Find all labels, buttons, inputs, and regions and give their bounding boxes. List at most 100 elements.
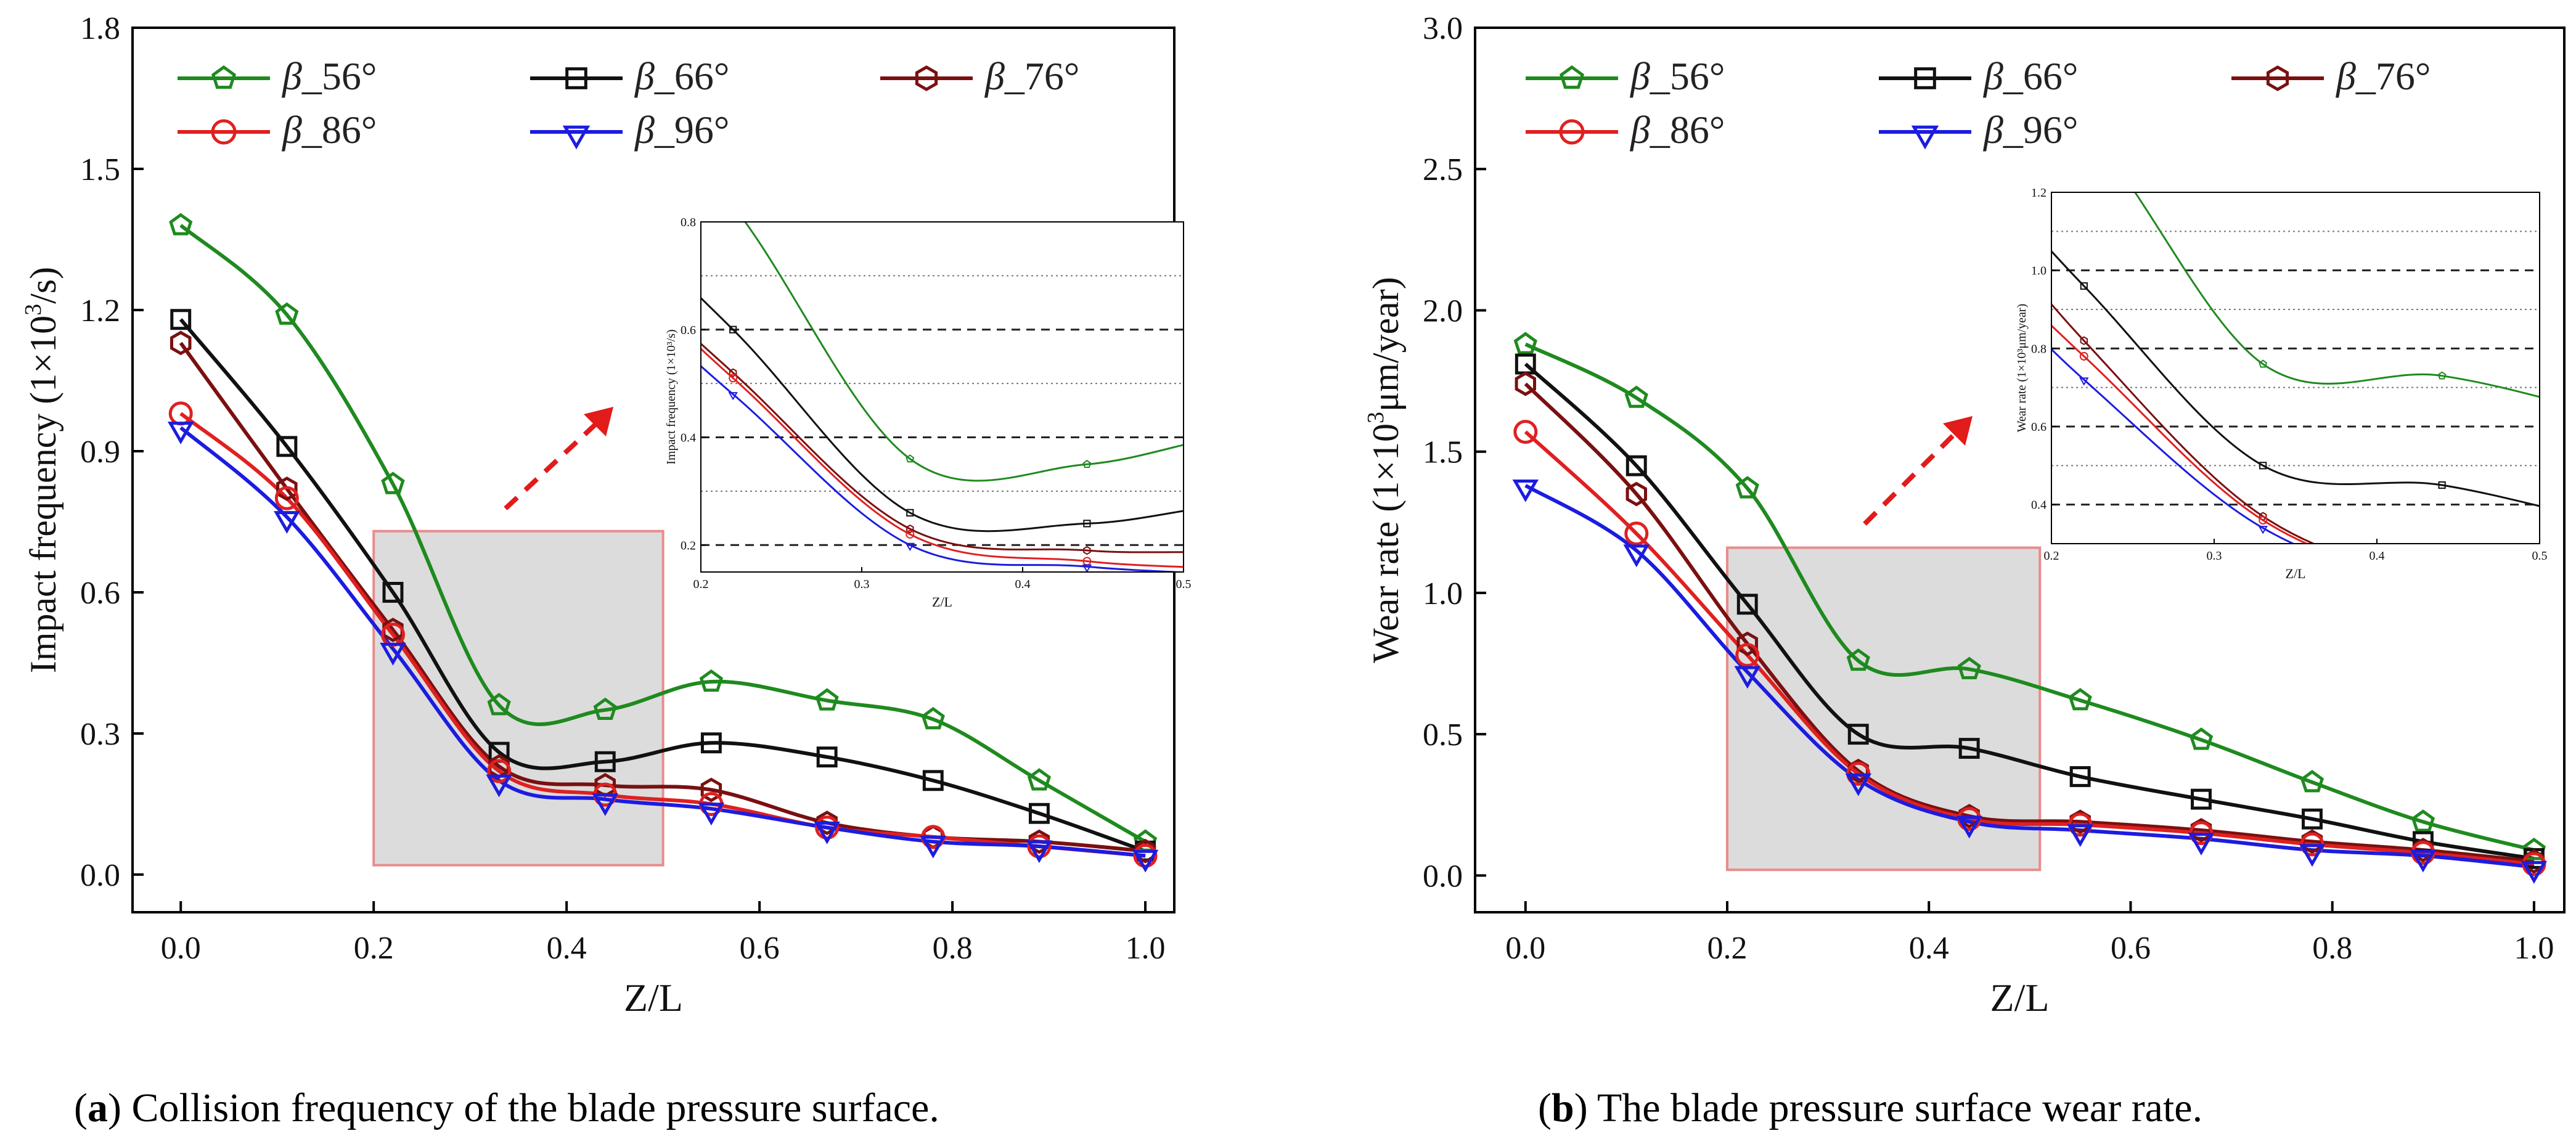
data-point — [594, 751, 616, 772]
chart-panel-a: 0.0 0.2 0.4 0.6 0.8 1.0 0.0 0.3 0.6 0.9 1.2 1.5 1.8 Z… — [20, 11, 1192, 1019]
inset-background — [701, 222, 1184, 572]
legend-label: β_86° — [281, 108, 377, 152]
legend-label: β_66° — [1982, 54, 2078, 98]
y-tick-label: 1.2 — [80, 293, 120, 329]
data-point — [815, 688, 839, 711]
zoom-region — [1726, 546, 2042, 872]
x-tick-label: 0.0 — [161, 931, 201, 966]
data-point — [1133, 843, 1158, 868]
data-point — [921, 706, 945, 730]
data-point — [593, 697, 617, 720]
inset-y-axis-label: Wear rate (1×10³μm/year) — [2015, 304, 2029, 433]
legend-label: β_66° — [634, 54, 729, 98]
data-point — [2411, 809, 2435, 832]
legend-label-beta: β — [281, 54, 302, 98]
inset-x-tick-label: 0.2 — [2044, 549, 2059, 563]
inset-x-tick-label: 0.5 — [2532, 549, 2548, 563]
inset-data-point — [2259, 516, 2268, 525]
inset-data-point — [1083, 545, 1091, 555]
data-point — [1513, 332, 1537, 354]
data-point — [1512, 480, 1539, 502]
series-line-0 — [1524, 342, 2535, 852]
data-point — [1624, 521, 1649, 546]
inset-frame — [700, 221, 1184, 573]
inset-data-point — [2439, 579, 2446, 586]
inset-data-point — [2439, 585, 2446, 591]
series-line-0 — [179, 224, 1147, 844]
inset-y-tick-label: 0.4 — [681, 431, 696, 445]
legend-label-beta: β — [2335, 54, 2356, 98]
data-point — [1736, 631, 1758, 656]
data-point — [2299, 844, 2326, 867]
caption-a-letter: a — [87, 1085, 108, 1130]
data-point — [2067, 824, 2093, 848]
y-axis-label-suffix: μm/year) — [1365, 277, 1406, 412]
inset-data-point — [2438, 481, 2446, 489]
inset-data-point — [906, 454, 915, 463]
zoom-arrow-head — [584, 407, 613, 436]
data-point — [816, 811, 838, 835]
data-point — [1847, 724, 1869, 745]
data-point — [2190, 818, 2212, 843]
legend-marker — [562, 125, 591, 150]
inset-chart: 0.2 0.3 0.4 0.5 0.2 0.4 0.6 0.8 Z/L Impact freque… — [664, 216, 1192, 610]
series-line-1 — [179, 318, 1147, 853]
y-tick-label: 3.0 — [1423, 11, 1463, 46]
series-line-2 — [1524, 382, 2535, 864]
data-point — [2302, 808, 2323, 830]
data-point — [700, 732, 722, 754]
data-point — [1134, 838, 1156, 864]
zoom-region — [372, 529, 664, 867]
inset-series-line-4 — [701, 365, 1184, 572]
data-point — [2068, 688, 2092, 711]
data-point — [2523, 849, 2545, 874]
y-tick-label: 0.0 — [80, 858, 120, 893]
caption-b-text: The blade pressure surface wear rate. — [1587, 1085, 2203, 1130]
y-axis-label-sup: 3 — [20, 304, 46, 316]
inset-data-point — [906, 529, 915, 539]
data-point — [2410, 849, 2437, 873]
inset-y-tick-label: 0.6 — [681, 324, 696, 337]
data-point — [815, 815, 840, 840]
data-point — [920, 835, 947, 859]
legend: β_56° β_66° β_76°β_86° β_96° — [178, 54, 1079, 152]
data-point — [814, 821, 840, 844]
legend-label-rest: _76° — [1004, 54, 1080, 98]
inset-data-point — [2079, 352, 2088, 361]
inset-series-line-0 — [2133, 192, 2540, 398]
legend-label: β_96° — [634, 108, 729, 152]
caption-a-text: Collision frequency of the blade pressur… — [121, 1085, 939, 1130]
inset-data-point — [906, 524, 914, 534]
data-point — [1624, 385, 1648, 408]
inset-y-tick-label: 0.4 — [2031, 499, 2046, 512]
inset-data-point — [1082, 459, 1092, 468]
inset-data-point — [729, 368, 737, 377]
series-line-4 — [1524, 484, 2535, 869]
data-point — [382, 618, 404, 642]
data-point — [816, 746, 838, 768]
inset-x-axis-label: Z/L — [2286, 566, 2306, 581]
y-tick-label: 1.5 — [1423, 435, 1463, 470]
inset-data-point — [906, 509, 914, 517]
y-axis-label: Impact frequency (1×103/s) — [20, 267, 63, 673]
legend-label-beta: β — [1982, 108, 2003, 152]
data-point — [1623, 544, 1650, 568]
data-point — [1735, 476, 1759, 499]
legend-label-rest: _66° — [654, 54, 730, 98]
data-point — [1132, 849, 1159, 873]
inset-data-point — [2079, 377, 2089, 386]
inset-data-point — [2080, 122, 2087, 129]
legend-marker — [1559, 65, 1585, 89]
y-axis-label-sup: 3 — [1363, 412, 1389, 423]
y-tick-label: 2.5 — [1423, 152, 1463, 187]
inset-data-point — [729, 325, 737, 333]
y-tick-label: 0.9 — [80, 435, 120, 470]
data-point — [698, 803, 725, 826]
inset-chart: 0.2 0.3 0.4 0.5 0.4 0.6 0.8 1.0 1.2 Z/L Wear rate … — [2015, 122, 2548, 591]
legend-marker — [2266, 65, 2289, 91]
x-tick-label: 0.8 — [2312, 931, 2352, 966]
legend-label-rest: _66° — [2003, 54, 2079, 98]
legend-label: β_96° — [1982, 108, 2078, 152]
legend-marker — [565, 67, 587, 89]
